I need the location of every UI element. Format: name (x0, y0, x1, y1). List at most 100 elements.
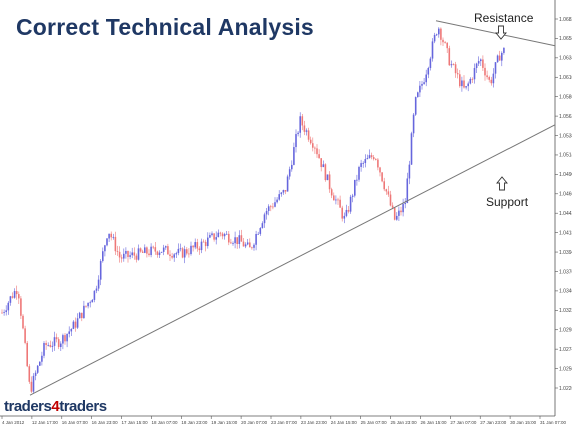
candle-body (471, 78, 474, 80)
candle-body (93, 290, 96, 300)
candle-body (286, 176, 289, 192)
candle-body (249, 242, 251, 248)
candle-body (400, 210, 402, 213)
candle-body (188, 253, 190, 255)
candle-body (171, 256, 173, 258)
candle-body (64, 335, 66, 342)
candle-body (43, 343, 45, 356)
candle-body (62, 335, 64, 344)
candle-body (68, 331, 70, 334)
x-tick-label: 12 Jan 17:00 (32, 420, 59, 425)
candle-body (186, 249, 188, 254)
candle-body (421, 83, 423, 86)
candle-body (452, 64, 455, 65)
brand-logo: traders4traders (4, 398, 107, 415)
candle-body (375, 159, 377, 160)
candle-body (377, 159, 379, 168)
candle-body (402, 204, 404, 213)
candle-body (263, 214, 266, 224)
candle-body (293, 147, 295, 165)
candle-body (57, 339, 60, 348)
y-tick-label: 1.0562 (559, 114, 572, 120)
candle-body (387, 191, 390, 195)
candle-body (276, 199, 278, 203)
candle-body (225, 233, 228, 235)
candle-body (503, 47, 505, 53)
x-tick-label: 31 Jan 07:00 (540, 420, 567, 425)
candle-body (345, 209, 348, 216)
logo-text-part2: 4 (51, 398, 60, 415)
candle-body (89, 302, 91, 304)
candle-body (314, 147, 316, 149)
candle-body (150, 246, 152, 256)
candle-body (236, 237, 238, 244)
candle-body (232, 243, 234, 244)
candle-body (372, 157, 375, 160)
candle-body (66, 333, 68, 342)
candle-body (328, 174, 331, 190)
y-tick-label: 1.0466 (559, 192, 572, 198)
candle-body (169, 254, 171, 257)
resistance-line (435, 20, 556, 47)
resistance-arrow-icon (495, 25, 507, 40)
candle-body (118, 251, 121, 258)
x-tick-label: 17 Jan 15:00 (122, 420, 149, 425)
candle-body (30, 381, 33, 392)
candle-body (265, 210, 268, 215)
candle-body (165, 246, 167, 248)
y-tick-label: 1.0298 (559, 328, 572, 334)
candle-body (303, 125, 306, 132)
candle-body (488, 77, 490, 80)
candle-body (192, 245, 194, 248)
candle-body (450, 64, 453, 66)
candle-body (104, 245, 106, 252)
candle-body (463, 80, 465, 88)
candle-body (295, 134, 297, 148)
candle-body (7, 302, 10, 311)
candle-body (139, 248, 142, 252)
candle-body (391, 205, 394, 208)
candle-body (211, 233, 213, 236)
candle-body (215, 237, 217, 240)
candle-body (175, 253, 178, 255)
candle-body (326, 174, 329, 181)
candle-body (162, 247, 165, 252)
x-tick-label: 23 Jan 23:00 (301, 420, 328, 425)
candle-body (404, 203, 406, 205)
candle-body (202, 241, 205, 243)
x-tick-label: 27 Jan 23:00 (480, 420, 507, 425)
y-tick-label: 1.0610 (559, 75, 572, 81)
candle-body (99, 261, 102, 280)
candle-body (146, 247, 148, 254)
support-line (29, 124, 556, 396)
candle-body (26, 342, 28, 367)
candle-body (383, 181, 385, 190)
candle-body (87, 302, 89, 307)
candle-body (427, 67, 430, 75)
candle-body (282, 190, 285, 193)
candle-body (351, 195, 354, 197)
candle-body (324, 164, 327, 181)
x-tick-label: 16 Jan 07:00 (62, 420, 89, 425)
candle-body (414, 97, 417, 115)
candle-body (475, 63, 478, 69)
candle-body (473, 68, 476, 80)
candle-body (438, 28, 440, 35)
candle-body (337, 199, 339, 201)
candle-body (358, 166, 360, 180)
candle-body (198, 248, 201, 251)
logo-text-part1: traders (4, 398, 52, 415)
candle-body (469, 78, 472, 84)
candle-body (467, 83, 469, 87)
candle-body (356, 179, 358, 181)
candle-body (501, 52, 503, 61)
candle-body (114, 236, 117, 252)
candle-body (492, 73, 495, 84)
support-arrow-icon (496, 176, 508, 191)
candle-body (244, 244, 247, 247)
candle-body (47, 344, 49, 346)
candle-body (259, 228, 262, 234)
candle-body (133, 252, 136, 256)
